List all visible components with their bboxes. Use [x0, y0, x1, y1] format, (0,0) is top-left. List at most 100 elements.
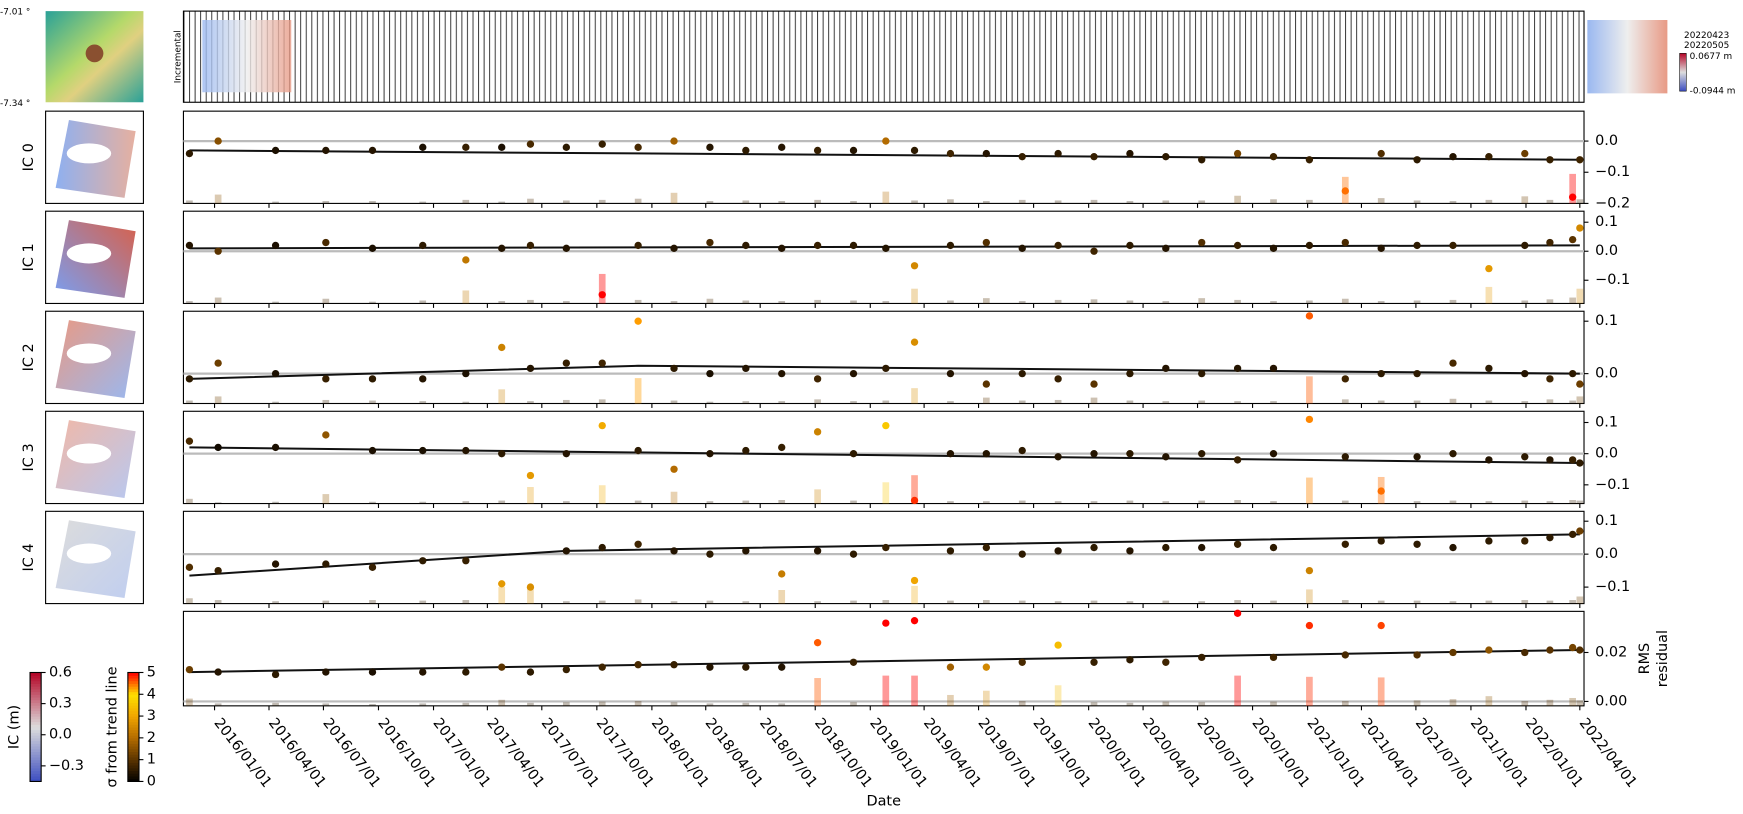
sigma-colorbar-swatch	[127, 765, 139, 769]
sigma-bar	[778, 201, 786, 204]
data-point	[1090, 247, 1098, 255]
data-point	[1233, 456, 1242, 464]
sigma-bar	[911, 675, 918, 706]
data-point	[778, 244, 786, 253]
data-point	[185, 375, 194, 383]
data-point	[1305, 312, 1314, 320]
sigma-bar	[498, 301, 506, 304]
ic-colorbar-frame	[29, 671, 42, 782]
data-point	[526, 583, 535, 591]
data-point	[1162, 453, 1170, 461]
data-point	[706, 143, 714, 151]
data-point	[706, 663, 714, 671]
data-point	[1413, 156, 1421, 164]
sigma-bar	[1569, 297, 1576, 304]
sigma-bar	[462, 290, 470, 304]
sigma-bar	[1341, 399, 1349, 404]
sigma-bar	[1306, 477, 1313, 504]
data-point	[185, 149, 194, 158]
sigma-bar	[1270, 501, 1277, 504]
data-point	[462, 369, 470, 378]
ic-colorbar-swatch	[30, 778, 42, 782]
ic-colorbar-swatch	[30, 735, 42, 739]
data-point	[849, 146, 858, 155]
sigma-bar	[214, 703, 222, 706]
data-point	[1233, 609, 1242, 617]
data-point	[1485, 152, 1493, 161]
sigma-bar	[1306, 589, 1313, 604]
data-point	[1198, 238, 1206, 247]
sigma-bar	[1413, 700, 1421, 706]
data-point	[670, 364, 678, 373]
sigma-bar	[1576, 500, 1584, 504]
data-point	[849, 369, 858, 378]
data-point	[910, 262, 919, 270]
ic-colorbar-swatch	[30, 775, 42, 780]
ic-colorbar-swatch	[30, 697, 42, 701]
sigma-bar	[322, 703, 330, 706]
ic-colorbar-swatch	[30, 726, 42, 731]
sigma-bar	[1270, 199, 1277, 204]
panel-frame	[182, 110, 1585, 204]
sigma-colorbar-swatch	[127, 721, 139, 725]
data-point	[419, 557, 427, 565]
sigma-bar	[419, 703, 427, 706]
sigma-bar	[322, 399, 330, 404]
sigma-bar	[1162, 600, 1170, 604]
sigma-bar	[1341, 701, 1349, 706]
y-tick-label: 0.02	[1595, 644, 1627, 660]
sigma-bar	[1162, 401, 1170, 404]
ic-colorbar-swatch	[30, 683, 42, 687]
data-point	[1198, 653, 1206, 662]
y-tick-label: 0.1	[1595, 313, 1618, 329]
ic-colorbar-swatch	[30, 740, 42, 744]
sigma-bar	[1090, 702, 1098, 706]
sigma-bar	[1018, 199, 1026, 204]
sigma-bar	[598, 600, 606, 604]
sigma-bar	[1449, 699, 1457, 706]
sigma-bar	[563, 399, 570, 404]
sigma-bar	[742, 702, 750, 706]
data-point	[1090, 380, 1098, 388]
sigma-bar	[1126, 702, 1134, 706]
sigma-bar	[1054, 299, 1062, 304]
sigma-bar	[563, 601, 570, 604]
sigma-bar	[706, 501, 714, 504]
sigma-colorbar-swatch	[127, 743, 139, 747]
sigma-bar	[1018, 301, 1026, 304]
sigma-bar	[322, 298, 330, 304]
panel-frame	[182, 610, 1585, 707]
sigma-bar	[598, 701, 606, 706]
data-point	[946, 149, 955, 158]
sigma-bar	[527, 588, 534, 604]
sigma-bar	[706, 703, 714, 706]
sigma-bar	[1018, 600, 1026, 604]
ic-colorbar-tick-label: −0.3	[49, 758, 84, 774]
ic-colorbar-tick-label: 0.6	[49, 664, 72, 680]
sigma-colorbar-swatch	[127, 729, 139, 733]
ic-colorbar-swatch	[30, 737, 42, 742]
ic-colorbar-swatch	[30, 724, 42, 728]
sigma-bar	[778, 401, 786, 404]
sigma-colorbar-tick-label: 5	[147, 664, 156, 680]
data-point	[1521, 648, 1529, 657]
data-point	[1449, 543, 1457, 552]
data-point	[1269, 543, 1278, 552]
data-point	[1377, 487, 1385, 495]
data-point	[1018, 244, 1026, 253]
data-point	[982, 149, 991, 158]
data-point	[598, 663, 606, 671]
sigma-bar	[1198, 601, 1206, 604]
data-point	[1018, 369, 1026, 378]
data-point	[1485, 364, 1493, 373]
data-point	[1449, 359, 1457, 367]
sigma-bar	[634, 500, 642, 504]
data-point	[1521, 149, 1529, 158]
ic-colorbar-swatch	[30, 702, 42, 706]
ic-colorbar-swatch	[30, 672, 42, 676]
sigma-bar	[814, 199, 821, 204]
sigma-bar	[947, 199, 954, 204]
sigma-colorbar-swatch	[127, 691, 139, 695]
sigma-bar	[186, 598, 193, 604]
